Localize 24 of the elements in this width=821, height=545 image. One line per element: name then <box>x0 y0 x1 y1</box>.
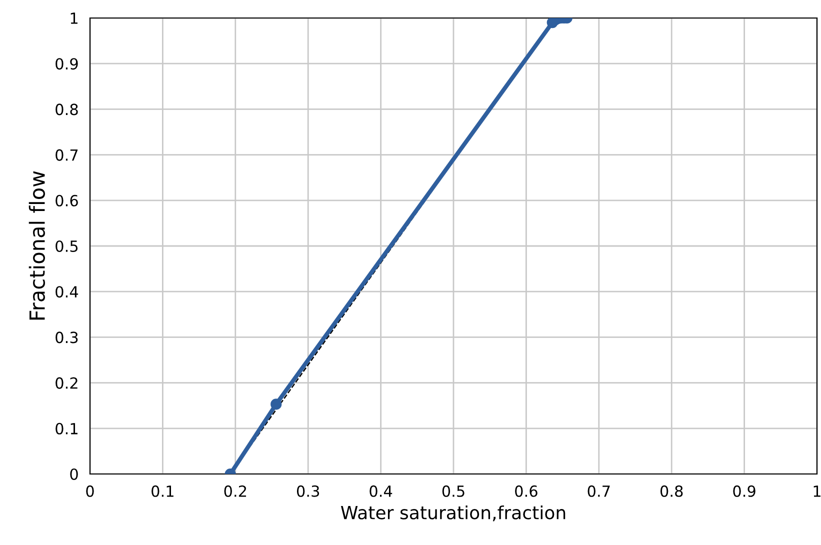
y-tick-label: 0.4 <box>56 286 78 298</box>
y-tick-label: 1 <box>70 12 78 24</box>
x-tick-label: 0.4 <box>370 485 392 497</box>
x-tick-label: 0.3 <box>296 485 320 497</box>
x-tick-label: 0.6 <box>515 485 538 497</box>
x-tick-label: 0.2 <box>224 485 246 497</box>
y-axis-title: Fractional flow <box>28 171 45 320</box>
y-tick-label: 0.3 <box>56 332 78 344</box>
x-tick-label: 0.8 <box>660 485 683 497</box>
x-tick-label: 0.5 <box>442 485 464 497</box>
y-tick-label: 0.2 <box>56 377 78 389</box>
y-tick-label: 0.6 <box>56 194 78 206</box>
y-tick-label: 0.9 <box>56 58 78 70</box>
x-tick-label: 0.1 <box>152 485 174 497</box>
x-tick-label: 0.9 <box>733 485 756 497</box>
y-tick-label: 0.8 <box>56 104 78 116</box>
y-tick-label: 0.5 <box>56 240 78 252</box>
y-tick-label: 0 <box>70 468 78 480</box>
y-tick-label: 0.1 <box>56 422 78 434</box>
x-tick-label: 0.7 <box>588 485 610 497</box>
x-tick-label: 0 <box>86 485 94 497</box>
x-axis-title: Water saturation,fraction <box>340 505 566 522</box>
x-tick-label: 1 <box>814 486 820 497</box>
y-tick-label: 0.7 <box>56 149 78 161</box>
